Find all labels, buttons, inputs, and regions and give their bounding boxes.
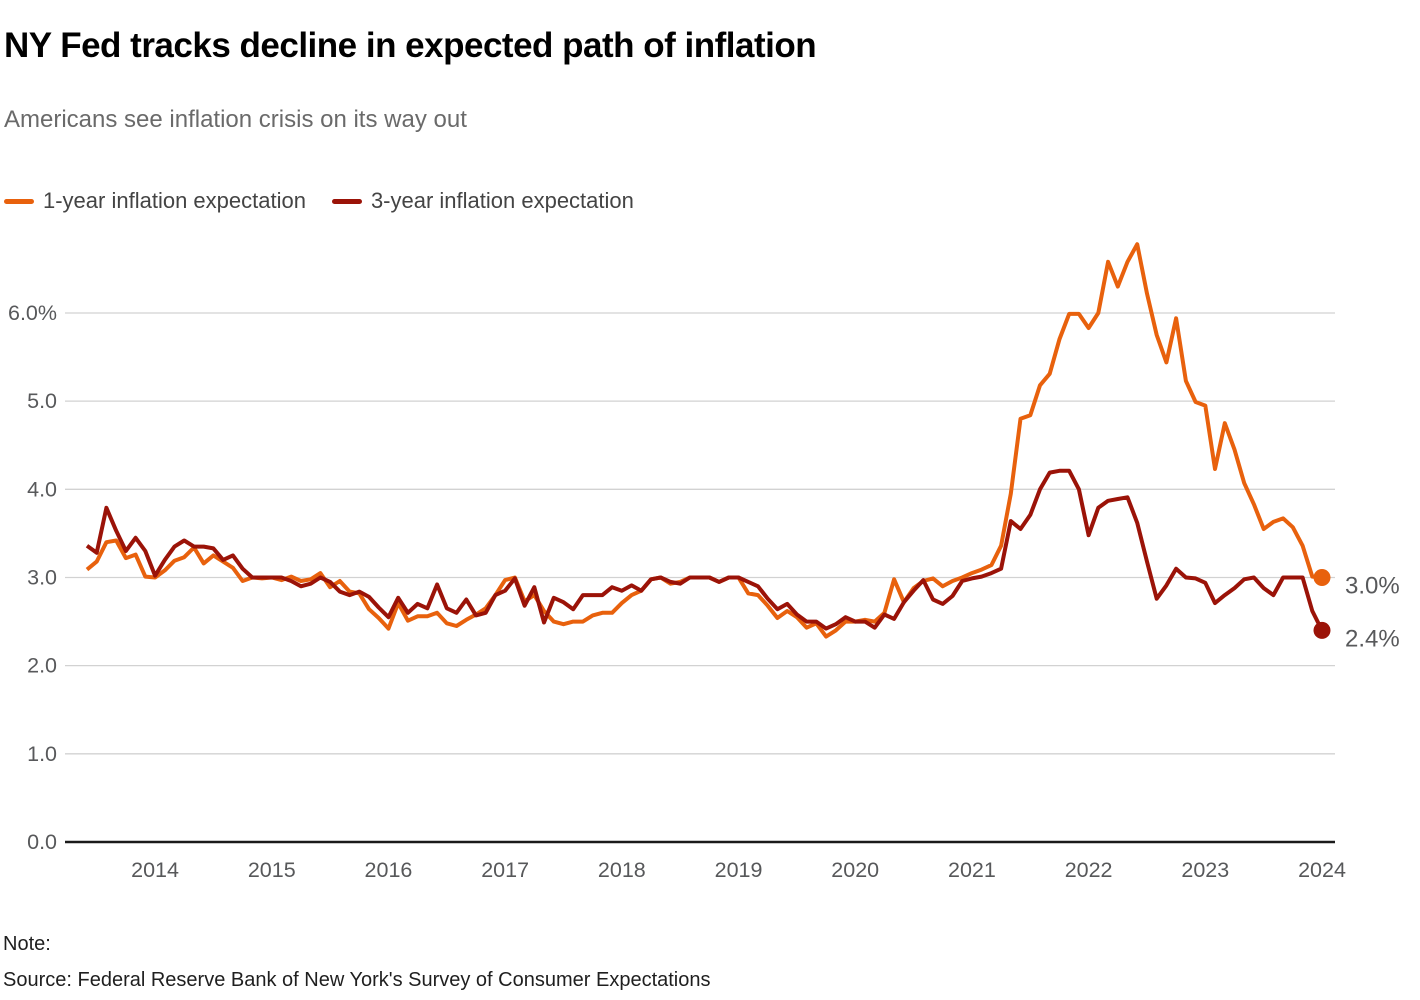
legend-item-1-year: 1-year inflation expectation bbox=[4, 188, 306, 214]
y-tick-label: 6.0% bbox=[8, 301, 57, 325]
x-tick-label: 2022 bbox=[1065, 858, 1113, 882]
y-tick-label: 5.0 bbox=[27, 389, 57, 413]
note-label: Note: bbox=[3, 933, 51, 955]
x-tick-label: 2020 bbox=[831, 858, 879, 882]
x-tick-label: 2014 bbox=[131, 858, 179, 882]
legend: 1-year inflation expectation 3-year infl… bbox=[4, 188, 634, 214]
source-line: Source: Federal Reserve Bank of New York… bbox=[3, 969, 711, 991]
series-end-label-1-year: 3.0% bbox=[1345, 572, 1400, 599]
y-tick-label: 4.0 bbox=[27, 477, 57, 501]
chart-title: NY Fed tracks decline in expected path o… bbox=[4, 26, 817, 65]
chart-subtitle: Americans see inflation crisis on its wa… bbox=[4, 106, 467, 133]
y-tick-label: 2.0 bbox=[27, 654, 57, 678]
y-tick-label: 3.0 bbox=[27, 565, 57, 589]
y-tick-label: 0.0 bbox=[27, 830, 57, 854]
legend-swatch-3-year-icon bbox=[331, 198, 362, 204]
legend-swatch-1-year-icon bbox=[4, 198, 34, 204]
legend-label-1-year: 1-year inflation expectation bbox=[43, 188, 306, 213]
x-tick-label: 2016 bbox=[365, 858, 413, 882]
x-tick-label: 2021 bbox=[948, 858, 996, 882]
x-tick-label: 2023 bbox=[1181, 858, 1229, 882]
series-line-3-year bbox=[85, 468, 1324, 632]
x-tick-label: 2019 bbox=[715, 858, 763, 882]
x-tick-label: 2015 bbox=[248, 858, 296, 882]
x-tick-label: 2018 bbox=[598, 858, 646, 882]
legend-label-3-year: 3-year inflation expectation bbox=[370, 188, 634, 213]
series-end-dot-3-year bbox=[1313, 621, 1331, 639]
y-tick-label: 1.0 bbox=[27, 742, 57, 766]
series-end-dot-1-year bbox=[1313, 568, 1331, 586]
x-tick-label: 2024 bbox=[1298, 858, 1346, 882]
legend-item-3-year: 3-year inflation expectation bbox=[331, 188, 634, 214]
series-end-label-3-year: 2.4% bbox=[1345, 625, 1400, 652]
x-tick-label: 2017 bbox=[481, 858, 529, 882]
